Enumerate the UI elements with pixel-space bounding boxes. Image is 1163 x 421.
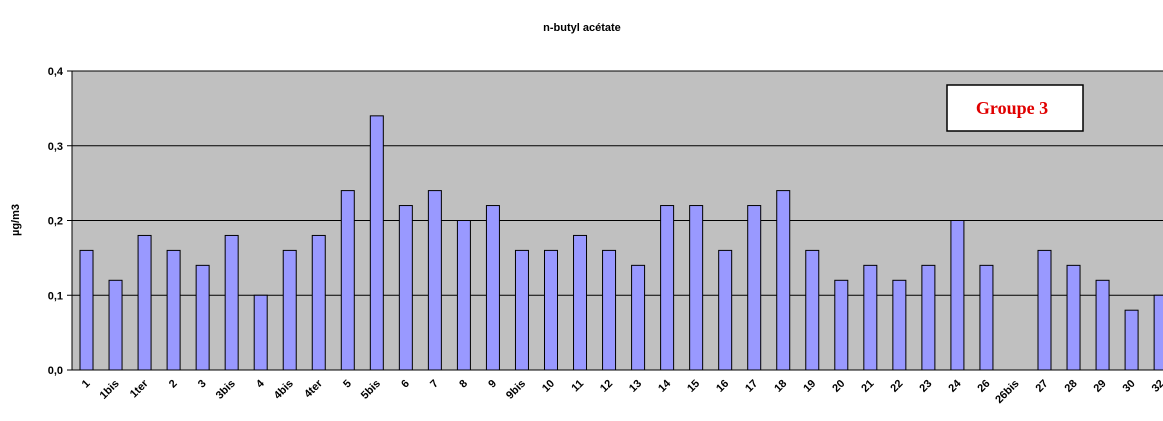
x-tick-label: 7 <box>428 378 441 391</box>
x-tick-label: 30 <box>1121 378 1138 395</box>
x-tick-label: 16 <box>714 378 731 395</box>
bar <box>79 249 94 371</box>
bar <box>1037 249 1052 371</box>
bar <box>485 205 500 371</box>
bar <box>834 279 849 371</box>
y-tick-label: 0,2 <box>48 216 63 228</box>
x-tick-label: 27 <box>1033 378 1050 395</box>
bar <box>689 205 704 371</box>
bar <box>282 249 297 371</box>
bar <box>747 205 762 371</box>
x-tick-label: 17 <box>743 378 760 395</box>
x-tick-label: 1ter <box>128 377 151 400</box>
x-tick-label: 3 <box>196 378 209 391</box>
x-tick-label: 8 <box>457 378 470 391</box>
x-tick-label: 5 <box>341 378 354 391</box>
annotation-box <box>946 84 1084 132</box>
x-tick-label: 11 <box>569 378 586 395</box>
y-tick-label: 0,4 <box>48 66 64 78</box>
x-tick-label: 19 <box>801 378 818 395</box>
x-tick-label: 10 <box>540 378 557 395</box>
bar <box>805 249 820 371</box>
x-tick-label: 21 <box>859 378 876 395</box>
x-tick-label: 4bis <box>272 378 296 402</box>
x-tick-label: 32 <box>1150 378 1163 395</box>
bar <box>950 220 965 371</box>
x-tick-label: 12 <box>598 378 615 395</box>
chart-title: n-butyl acétate <box>543 22 621 34</box>
x-tick-label: 3bis <box>214 378 238 402</box>
bar <box>631 264 646 371</box>
bar <box>660 205 675 371</box>
x-tick-label: 9bis <box>504 378 528 402</box>
x-tick-label: 22 <box>888 378 905 395</box>
bar <box>398 205 413 371</box>
bar <box>892 279 907 371</box>
bar <box>311 234 326 371</box>
bar <box>921 264 936 371</box>
x-tick-label: 15 <box>685 378 702 395</box>
x-tick-label: 2 <box>167 378 180 391</box>
x-tick-label: 1bis <box>98 378 122 402</box>
x-tick-label: 24 <box>946 377 964 395</box>
x-tick-label: 14 <box>656 377 674 395</box>
bar <box>514 249 529 371</box>
bar <box>195 264 210 371</box>
x-tick-label: 4 <box>254 377 267 390</box>
x-tick-label: 4ter <box>302 377 325 400</box>
y-axis-label: µg/m3 <box>10 204 22 236</box>
y-tick-label: 0,1 <box>48 290 63 302</box>
bar <box>137 234 152 371</box>
bar <box>224 234 239 371</box>
bar <box>602 249 617 371</box>
bar <box>108 279 123 371</box>
x-tick-label: 26bis <box>993 378 1021 406</box>
bar <box>718 249 733 371</box>
bar <box>979 264 994 371</box>
bar <box>573 234 588 371</box>
x-tick-label: 18 <box>772 378 789 395</box>
bar <box>776 190 791 371</box>
bar <box>369 115 384 371</box>
x-tick-label: 5bis <box>359 378 383 402</box>
x-tick-label: 9 <box>486 378 499 391</box>
x-tick-label: 20 <box>830 378 847 395</box>
bar <box>456 220 471 371</box>
x-tick-label: 1 <box>80 378 93 391</box>
bar <box>340 190 355 371</box>
bar <box>1153 294 1163 371</box>
bar <box>863 264 878 371</box>
x-tick-label: 29 <box>1092 378 1109 395</box>
x-tick-label: 13 <box>627 378 644 395</box>
y-tick-label: 0,3 <box>48 141 63 153</box>
x-tick-label: 6 <box>399 378 412 391</box>
annotation: Groupe 3 <box>976 98 1048 118</box>
bar <box>1066 264 1081 371</box>
bar <box>1124 309 1139 371</box>
bar <box>543 249 558 371</box>
bar <box>1095 279 1110 371</box>
bar <box>427 190 442 371</box>
x-tick-label: 26 <box>975 378 992 395</box>
x-tick-label: 23 <box>917 378 934 395</box>
bar <box>166 249 181 371</box>
y-tick-label: 0,0 <box>48 365 63 377</box>
bar <box>253 294 268 371</box>
x-tick-label: 28 <box>1063 378 1080 395</box>
